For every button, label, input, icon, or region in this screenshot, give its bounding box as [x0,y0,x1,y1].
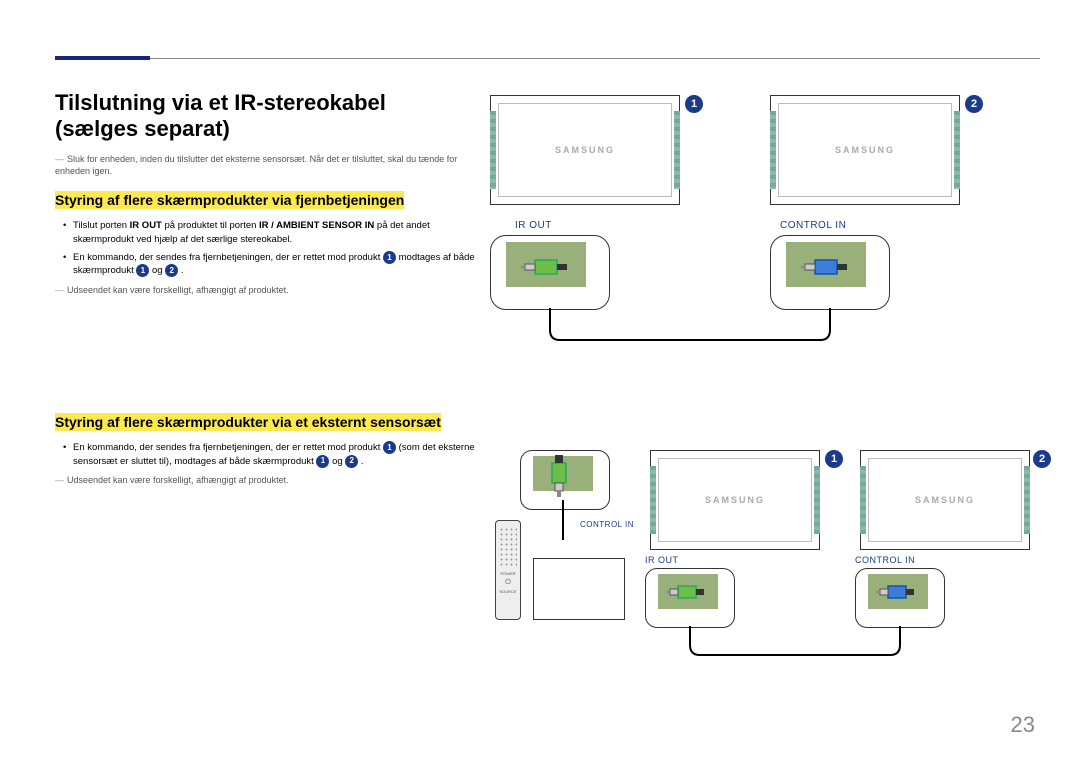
section2-note: Udseendet kan være forskelligt, afhængig… [55,474,475,486]
t: og [152,265,165,276]
section1-bullet1: Tilslut porten IR OUT på produktet til p… [73,219,475,246]
cable-diagram-1 [485,90,1050,350]
bold: IR OUT [130,220,162,231]
bold: IR / AMBIENT SENSOR IN [259,220,374,231]
numbered-badge-2: 2 [345,455,358,468]
section2-heading-wrap: Styring af flere skærmprodukter via et e… [55,411,475,433]
text-column: Tilslutning via et IR-stereokabel (sælge… [55,90,475,498]
section1-bullet2: En kommando, der sendes fra fjernbetjeni… [73,251,475,278]
section1-list: Tilslut porten IR OUT på produktet til p… [55,219,475,277]
manual-page: Tilslutning via et IR-stereokabel (sælge… [0,0,1080,763]
section2-heading: Styring af flere skærmprodukter via et e… [55,413,441,431]
section2-list: En kommando, der sendes fra fjernbetjeni… [55,441,475,468]
cable-diagram-2 [485,440,1050,670]
t: En kommando, der sendes fra fjernbetjeni… [73,442,383,453]
numbered-badge-1: 1 [316,455,329,468]
page-number: 23 [1011,712,1035,738]
t: . [181,265,184,276]
intro-note: Sluk for enheden, inden du tilslutter de… [55,153,475,177]
t: og [332,456,345,467]
section1-note: Udseendet kan være forskelligt, afhængig… [55,284,475,296]
section1-heading: Styring af flere skærmprodukter via fjer… [55,191,404,209]
t: på produktet til porten [162,220,259,231]
accent-bar [55,56,150,60]
section2: Styring af flere skærmprodukter via et e… [55,411,475,486]
page-title: Tilslutning via et IR-stereokabel (sælge… [55,90,475,143]
section2-bullet1: En kommando, der sendes fra fjernbetjeni… [73,441,475,468]
numbered-badge-1: 1 [383,441,396,454]
numbered-badge-1: 1 [383,251,396,264]
header-rule [55,58,1040,59]
numbered-badge-1: 1 [136,264,149,277]
t: . [361,456,364,467]
diagram-area: SAMSUNG 1 SAMSUNG 2 IR OUT CONTROL IN [485,90,1050,730]
section1-heading-wrap: Styring af flere skærmprodukter via fjer… [55,189,475,211]
numbered-badge-2: 2 [165,264,178,277]
t: En kommando, der sendes fra fjernbetjeni… [73,252,383,263]
t: Tilslut porten [73,220,130,231]
